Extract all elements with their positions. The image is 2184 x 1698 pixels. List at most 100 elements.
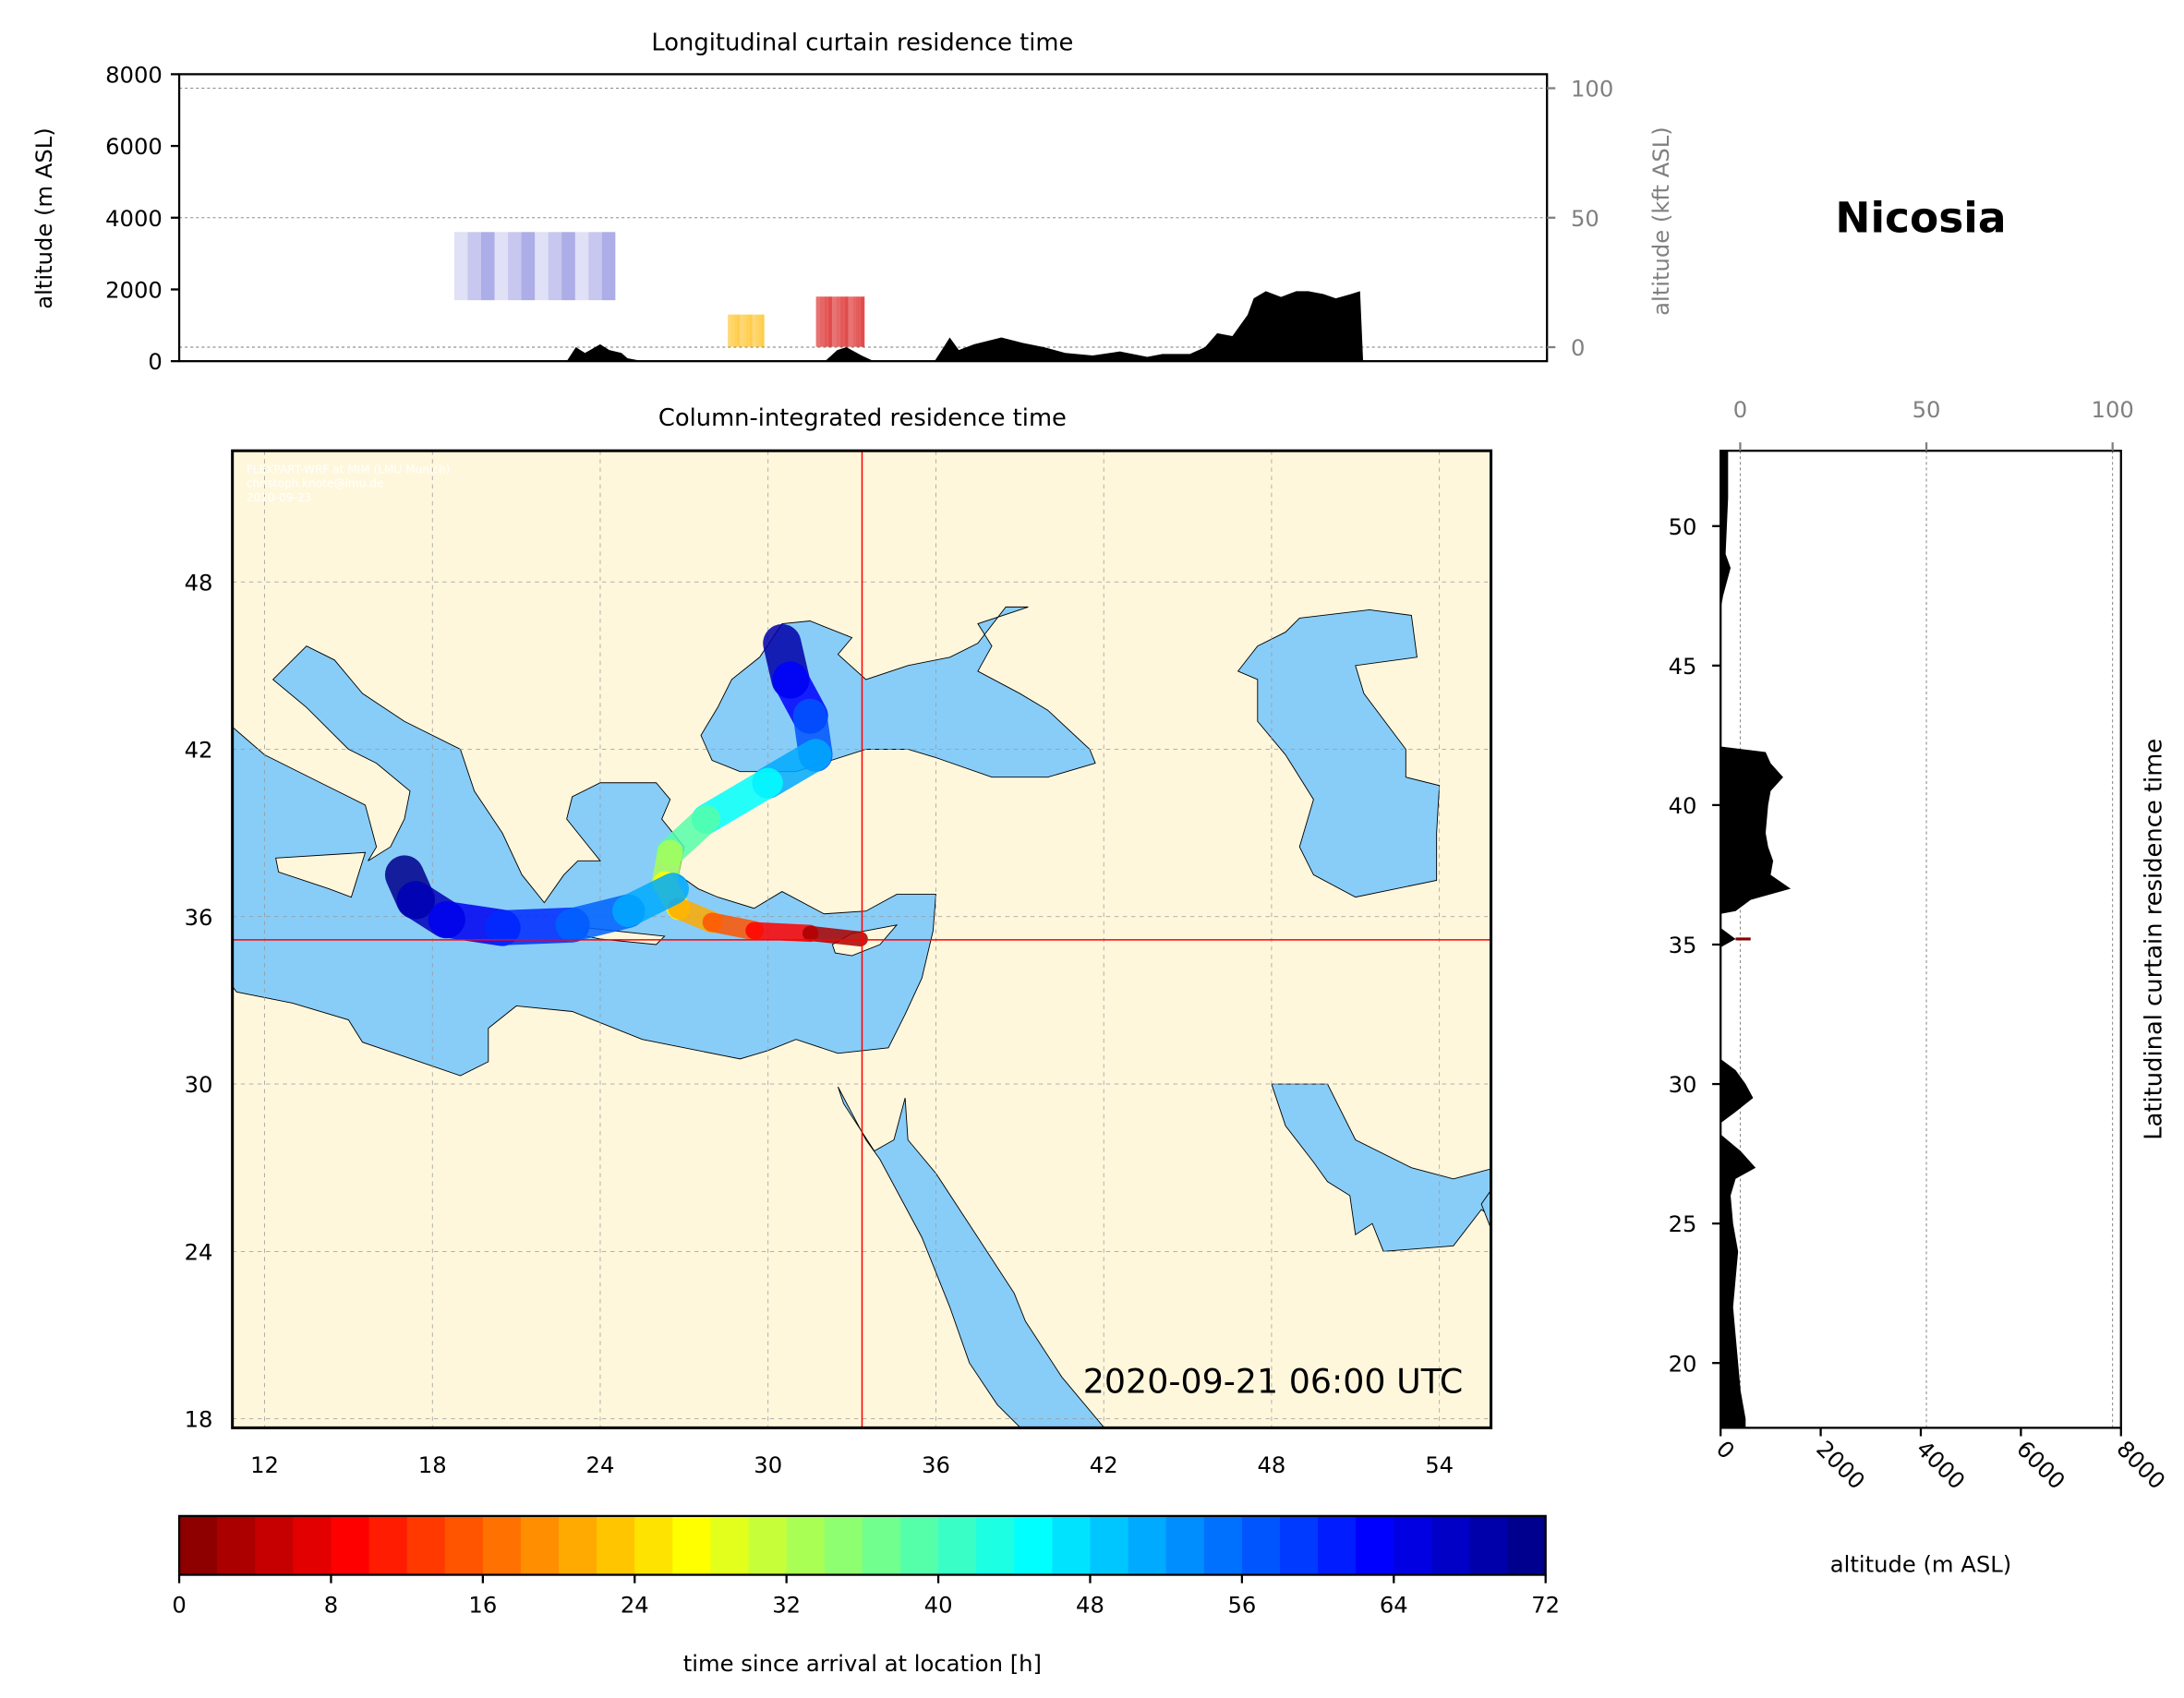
curtain-residence-cell	[481, 232, 495, 301]
lat-curtain-title: Latitudinal curtain residence time	[2141, 739, 2168, 1140]
curtain-terrain	[566, 291, 1364, 362]
curtain-residence-cell	[535, 232, 549, 301]
colorbar-segment	[672, 1515, 712, 1575]
curtain-residence-cell	[754, 314, 759, 347]
colorbar-segment	[1431, 1515, 1471, 1575]
curtain-residence-cell	[820, 296, 825, 347]
map-title: Column-integrated residence time	[658, 404, 1067, 432]
map-ytick-label: 36	[185, 904, 213, 931]
colorbar-segment	[179, 1515, 218, 1575]
map-frame	[231, 449, 1493, 1429]
colorbar-segment	[444, 1515, 484, 1575]
curtain-residence-cell	[860, 296, 865, 347]
colorbar-tick-label: 56	[1227, 1591, 1256, 1618]
curtain-residence-cell	[601, 232, 616, 301]
curtain-ytick-right-label: 100	[1571, 76, 1613, 102]
colorbar-segment	[1469, 1515, 1509, 1575]
colorbar-tick-label: 72	[1531, 1591, 1560, 1618]
lat-curtain-xtick-label: 6000	[2011, 1435, 2070, 1494]
colorbar-tick-label: 16	[468, 1591, 497, 1618]
curtain-residence-cell	[848, 296, 853, 347]
curtain-residence-cell	[521, 232, 536, 301]
curtain-ytick-label: 0	[148, 348, 162, 375]
colorbar-tick-label: 32	[772, 1591, 801, 1618]
lat-curtain-ytick-label: 50	[1669, 513, 1697, 540]
lat-curtain-ytick-label: 40	[1669, 792, 1697, 819]
lat-curtain-xtick-label: 4000	[1912, 1435, 1971, 1494]
curtain-ylabel: altitude (m ASL)	[30, 127, 57, 309]
curtain-ytick-label: 6000	[105, 133, 163, 160]
colorbar-tick-label: 40	[924, 1591, 953, 1618]
station-title: Nicosia	[1835, 194, 2006, 243]
colorbar-segment	[1394, 1515, 1433, 1575]
colorbar-segment	[634, 1515, 674, 1575]
caspian-sea	[1237, 608, 1441, 898]
curtain-residence-cell	[737, 314, 741, 347]
curtain-residence-cell	[749, 314, 753, 347]
map-xtick-label: 12	[250, 1451, 279, 1478]
map-xtick-label: 18	[418, 1451, 447, 1478]
longitudinal-curtain-panel: Longitudinal curtain residence time 0 200…	[30, 30, 1674, 376]
timestamp: 2020-09-21 06:00 UTC	[1083, 1361, 1463, 1401]
persian-gulf	[1271, 1083, 1491, 1252]
lat-curtain-top-tick-label: 50	[1913, 396, 1941, 423]
colorbar-segment	[1279, 1515, 1319, 1575]
curtain-ytick-label: 8000	[105, 61, 163, 88]
lat-curtain-frame	[1719, 450, 2122, 1429]
lat-curtain-top-tick-label: 100	[2092, 396, 2134, 423]
map-ytick-label: 42	[185, 737, 213, 764]
lat-curtain-xtick-label: 0	[1711, 1435, 1740, 1463]
colorbar-segment	[406, 1515, 446, 1575]
map-ytick-label: 48	[185, 569, 213, 596]
curtain-residence-cell	[728, 314, 731, 347]
lat-curtain-ytick-label: 30	[1669, 1071, 1697, 1098]
lat-curtain-xtick-label: 2000	[1811, 1435, 1870, 1494]
curtain-residence-cell	[508, 232, 522, 301]
curtain-residence-cell	[574, 232, 589, 301]
map-xtick-label: 30	[754, 1451, 782, 1478]
colorbar-segment	[938, 1515, 977, 1575]
latitudinal-terrain	[1720, 451, 1792, 1427]
colorbar-segment	[559, 1515, 597, 1575]
mediterranean-sea	[232, 645, 936, 1077]
curtain-residence-cell	[494, 232, 509, 301]
map-xtick-label: 54	[1425, 1451, 1454, 1478]
colorbar-segment	[217, 1515, 257, 1575]
curtain-ylabel-right: altitude (kft ASL)	[1647, 126, 1674, 316]
colorbar-segment	[1318, 1515, 1357, 1575]
colorbar-tick-label: 8	[324, 1591, 338, 1618]
map-ytick-label: 30	[185, 1071, 213, 1098]
colorbar-label: time since arrival at location [h]	[683, 1650, 1042, 1677]
colorbar: 0 8 16 24 32 40 48 56 64 72 time since arrival at…	[172, 1514, 1560, 1677]
colorbar-segment	[710, 1515, 750, 1575]
map-xtick-label: 36	[922, 1451, 950, 1478]
curtain-residence-cell	[588, 232, 602, 301]
map-xtick-label: 48	[1258, 1451, 1286, 1478]
plume-segment	[612, 873, 689, 927]
colorbar-tick-label: 64	[1380, 1591, 1408, 1618]
colorbar-segment	[482, 1515, 522, 1575]
lat-curtain-xtick-label: 8000	[2111, 1435, 2170, 1494]
curtain-residence-cell	[856, 296, 861, 347]
colorbar-segment	[255, 1515, 295, 1575]
map-ytick-label: 24	[185, 1238, 213, 1265]
curtain-ytick-label: 2000	[105, 277, 163, 304]
curtain-residence-cell	[733, 314, 738, 347]
curtain-residence-cell	[824, 296, 828, 347]
curtain-residence-cell	[839, 296, 845, 347]
curtain-ytick-right-label: 50	[1571, 205, 1599, 232]
curtain-residence-cell	[742, 314, 746, 347]
colorbar-segment	[368, 1515, 408, 1575]
colorbar-segment	[1165, 1515, 1205, 1575]
curtain-residence-cell	[740, 314, 743, 347]
map-xtick-label: 42	[1090, 1451, 1118, 1478]
curtain-residence-cell	[815, 296, 821, 347]
curtain-residence-cell	[752, 314, 755, 347]
watermark-line-2: christoph.knote@lmu.de	[247, 477, 384, 490]
colorbar-segment	[331, 1515, 370, 1575]
colorbar-tick-label: 24	[621, 1591, 649, 1618]
map-panel: Column-integrated residence time FLEXPAR…	[185, 404, 1493, 1478]
red-sea	[838, 1086, 1105, 1428]
